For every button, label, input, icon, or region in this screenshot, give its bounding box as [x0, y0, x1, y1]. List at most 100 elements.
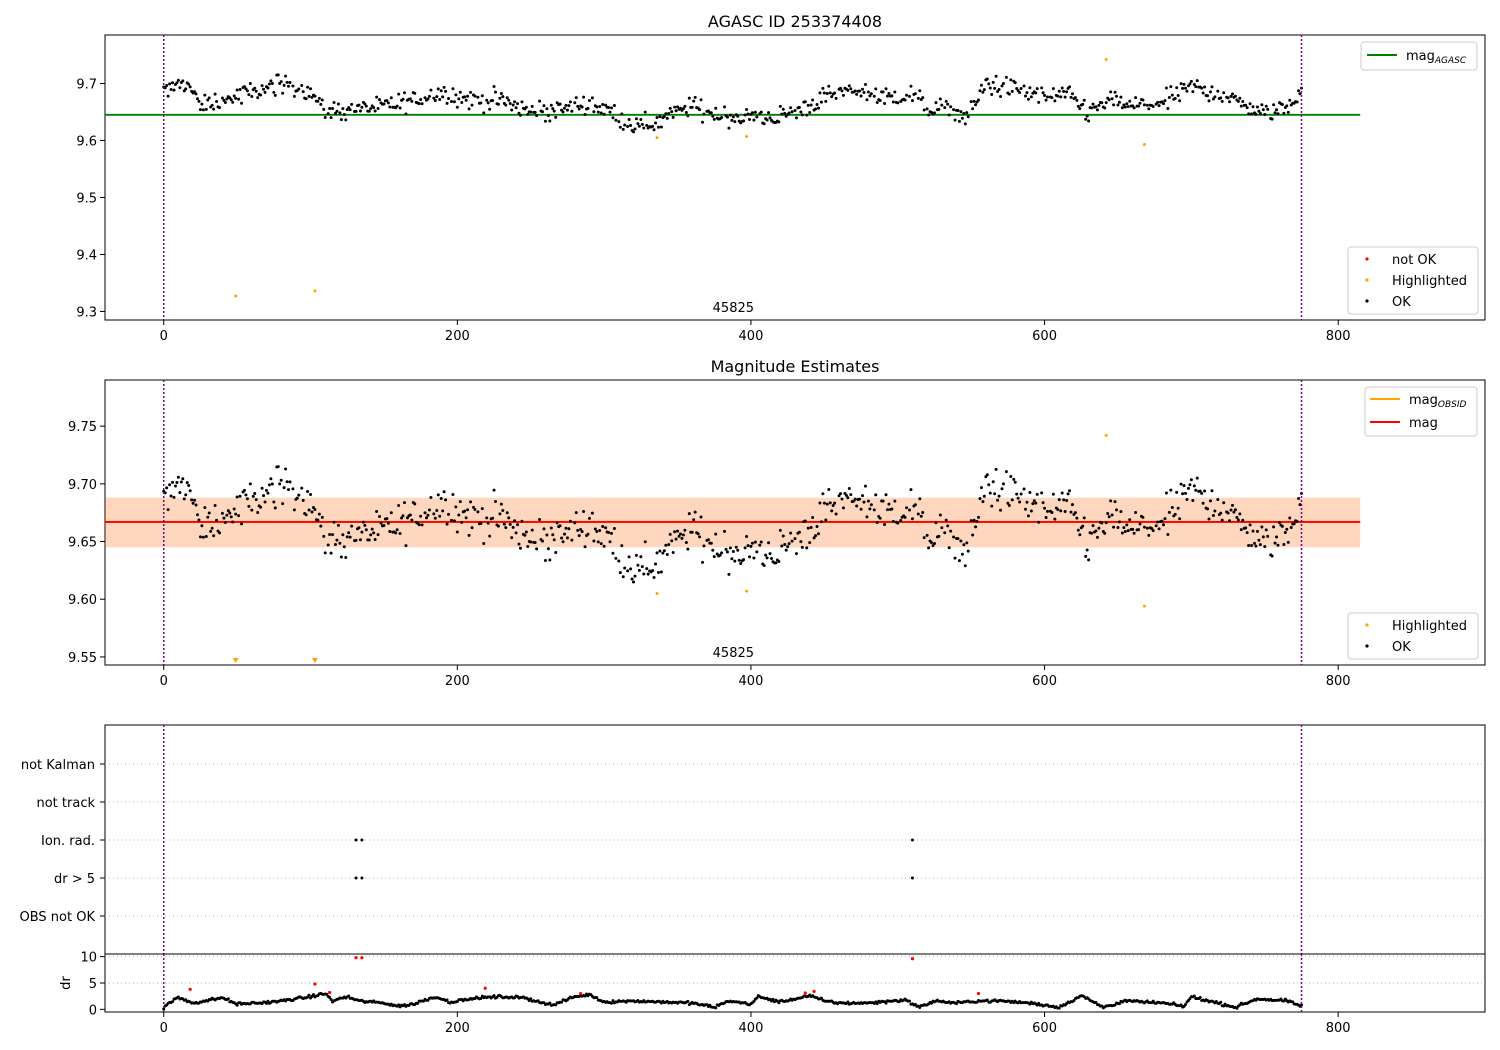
ok-point [260, 84, 264, 88]
ok-point [1192, 994, 1196, 998]
ok-point [759, 110, 763, 114]
ok-point [1059, 509, 1063, 513]
not-ok-point [976, 991, 981, 996]
ok-point [479, 997, 483, 1001]
ok-point [335, 109, 339, 113]
ok-point [614, 556, 618, 560]
ok-point [1119, 95, 1123, 99]
ok-point [482, 542, 486, 546]
ok-point [1141, 515, 1145, 519]
ok-point [752, 999, 756, 1003]
ok-point [331, 107, 335, 111]
panel2-xtick-label: 400 [739, 674, 764, 689]
ok-point [364, 528, 368, 532]
ok-point [1258, 543, 1262, 547]
ok-point [1210, 85, 1214, 89]
ok-point [1219, 1000, 1223, 1004]
ok-point [661, 551, 665, 555]
ok-point [516, 523, 520, 527]
ok-point [862, 90, 866, 94]
ok-point [501, 95, 505, 99]
ok-point [633, 574, 637, 578]
panel4-xtick-label: 0 [160, 1021, 168, 1036]
ok-point [1100, 521, 1104, 525]
panel1-ytick-label: 9.7 [76, 77, 97, 92]
ok-point [333, 111, 337, 115]
ok-point [247, 504, 251, 508]
ok-point [733, 559, 737, 563]
ok-point [771, 997, 775, 1001]
ok-point [762, 122, 766, 126]
ok-point [313, 94, 317, 98]
ok-point [420, 523, 424, 527]
ok-point [1057, 498, 1061, 502]
ok-point [452, 519, 456, 523]
ok-point [1065, 90, 1069, 94]
ok-point [712, 117, 716, 121]
ok-point [586, 106, 590, 110]
ok-point [952, 535, 956, 539]
ok-point [423, 96, 427, 100]
ok-point [664, 543, 668, 547]
ok-point [706, 538, 710, 542]
ok-point [1254, 112, 1258, 116]
ok-point [1276, 112, 1280, 116]
ok-point [234, 96, 238, 100]
ok-point [806, 526, 810, 530]
ok-point [479, 521, 483, 525]
ok-point [1282, 542, 1286, 546]
ok-point [919, 514, 923, 518]
ok-point [574, 511, 578, 515]
ok-point [444, 498, 448, 502]
ok-point [567, 104, 571, 108]
ok-point [1119, 510, 1123, 514]
ok-point [811, 515, 815, 519]
ok-point [925, 107, 929, 111]
ok-point [470, 526, 474, 530]
ok-point [793, 537, 797, 541]
ok-point [839, 492, 843, 496]
ok-point [1206, 507, 1210, 511]
panel1-xtick-label: 800 [1326, 329, 1351, 344]
ok-point [1235, 515, 1239, 519]
ok-point [1034, 501, 1038, 505]
ok-point [1044, 98, 1048, 102]
ok-point [1157, 527, 1161, 531]
ok-point [861, 87, 865, 91]
ok-point [494, 90, 498, 94]
ok-point [348, 108, 352, 112]
ok-point [1230, 503, 1234, 507]
ok-point [201, 108, 205, 112]
flag-point [354, 876, 358, 880]
ok-point [341, 107, 345, 111]
ok-point [611, 116, 615, 120]
ok-point [1229, 508, 1233, 512]
plots-layer: 45825 0 200 400 600 800 9.3 9.4 9.5 9.6 9.7 magAGAS… [20, 34, 1486, 1036]
ok-point [692, 518, 696, 522]
ok-point [1273, 541, 1277, 545]
ok-point [564, 526, 568, 530]
legend-label: mag [1409, 416, 1438, 431]
ok-point [1070, 92, 1074, 96]
ok-point [1184, 491, 1188, 495]
ok-point [429, 495, 433, 499]
ok-point [668, 532, 672, 536]
ok-point [335, 538, 339, 542]
ok-point [1295, 520, 1299, 524]
ok-point [693, 95, 697, 99]
ok-point [218, 106, 222, 110]
ok-point [285, 480, 289, 484]
ok-point [323, 551, 327, 555]
ok-point [169, 494, 173, 498]
ok-point [885, 94, 889, 98]
ok-point [665, 116, 669, 120]
ok-point [971, 533, 975, 537]
ok-point [195, 97, 199, 101]
ok-point [479, 101, 483, 105]
ok-point [909, 84, 913, 88]
ok-point [363, 523, 367, 527]
ok-point [750, 541, 754, 545]
ok-point [328, 995, 332, 999]
ok-point [1103, 106, 1107, 110]
ok-point [245, 89, 249, 93]
